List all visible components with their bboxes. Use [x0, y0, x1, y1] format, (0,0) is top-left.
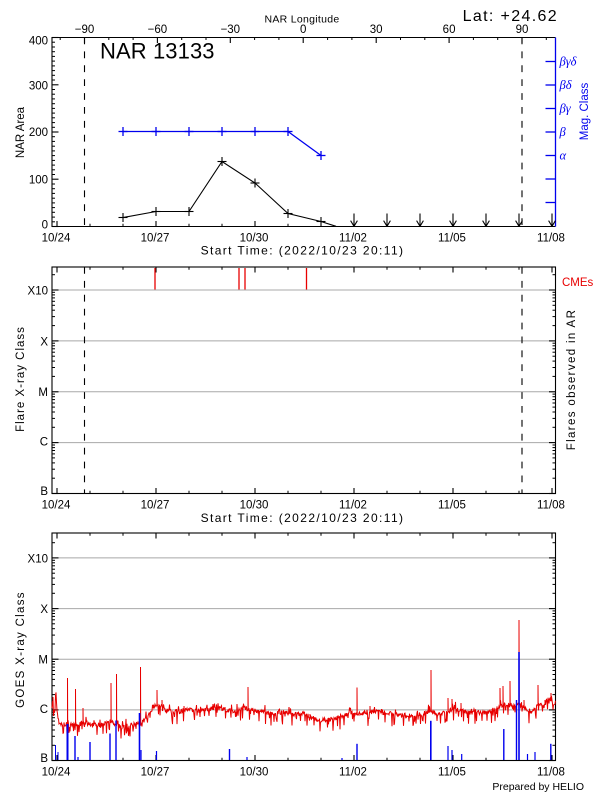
svg-text:X10: X10	[28, 286, 48, 298]
svg-text:Flares observed in AR: Flares observed in AR	[566, 309, 578, 451]
svg-text:X: X	[40, 604, 48, 616]
svg-text:β: β	[559, 125, 567, 139]
svg-text:10/27: 10/27	[141, 233, 170, 245]
svg-text:400: 400	[29, 36, 48, 48]
svg-text:α: α	[560, 149, 567, 163]
svg-text:NAR Longitude: NAR Longitude	[264, 13, 339, 25]
svg-text:30: 30	[370, 24, 383, 36]
svg-text:−60: −60	[148, 24, 168, 36]
svg-text:10/27: 10/27	[141, 767, 170, 779]
svg-text:βγδ: βγδ	[559, 55, 577, 69]
svg-text:Flare X-ray Class: Flare X-ray Class	[15, 326, 27, 432]
svg-text:60: 60	[443, 24, 456, 36]
svg-text:βδ: βδ	[559, 78, 572, 92]
svg-text:11/05: 11/05	[438, 500, 466, 512]
svg-text:11/05: 11/05	[438, 233, 466, 245]
svg-text:200: 200	[29, 127, 48, 139]
svg-text:C: C	[40, 704, 48, 716]
svg-text:M: M	[38, 654, 48, 666]
svg-text:11/08: 11/08	[537, 500, 565, 512]
svg-text:Start Time: (2022/10/23 20:11): Start Time: (2022/10/23 20:11)	[201, 511, 405, 525]
svg-text:B: B	[40, 753, 48, 765]
svg-text:C: C	[40, 437, 48, 449]
svg-text:10/30: 10/30	[240, 233, 269, 245]
svg-text:90: 90	[516, 24, 529, 36]
svg-text:11/08: 11/08	[537, 767, 565, 779]
svg-text:0: 0	[42, 220, 48, 232]
svg-text:NAR 13133: NAR 13133	[100, 39, 215, 64]
svg-text:10/27: 10/27	[141, 500, 170, 512]
svg-text:10/24: 10/24	[42, 767, 71, 779]
svg-text:11/02: 11/02	[339, 500, 367, 512]
svg-text:X: X	[40, 336, 48, 348]
svg-text:11/05: 11/05	[438, 767, 466, 779]
svg-text:Prepared by HELIO: Prepared by HELIO	[492, 781, 584, 793]
svg-text:NAR Area: NAR Area	[15, 106, 27, 158]
svg-text:−30: −30	[221, 24, 241, 36]
svg-text:−90: −90	[75, 24, 95, 36]
svg-text:M: M	[38, 387, 48, 399]
svg-text:100: 100	[29, 174, 48, 186]
svg-text:0: 0	[300, 24, 306, 36]
svg-text:10/24: 10/24	[42, 500, 71, 512]
svg-text:βγ: βγ	[559, 102, 572, 116]
svg-text:10/30: 10/30	[240, 500, 269, 512]
svg-text:Start Time: (2022/10/23 20:11): Start Time: (2022/10/23 20:11)	[201, 244, 405, 258]
svg-text:X10: X10	[28, 554, 48, 566]
svg-text:300: 300	[29, 81, 48, 93]
svg-text:10/24: 10/24	[42, 233, 71, 245]
svg-text:11/02: 11/02	[339, 767, 367, 779]
svg-text:Mag. Class: Mag. Class	[579, 82, 591, 140]
svg-text:11/02: 11/02	[339, 233, 367, 245]
svg-text:Lat: +24.62: Lat: +24.62	[463, 8, 558, 25]
svg-text:CMEs: CMEs	[562, 277, 594, 289]
svg-text:11/08: 11/08	[537, 233, 565, 245]
svg-text:B: B	[40, 486, 48, 498]
svg-text:10/30: 10/30	[240, 767, 269, 779]
svg-text:GOES X-ray Class: GOES X-ray Class	[15, 591, 27, 708]
